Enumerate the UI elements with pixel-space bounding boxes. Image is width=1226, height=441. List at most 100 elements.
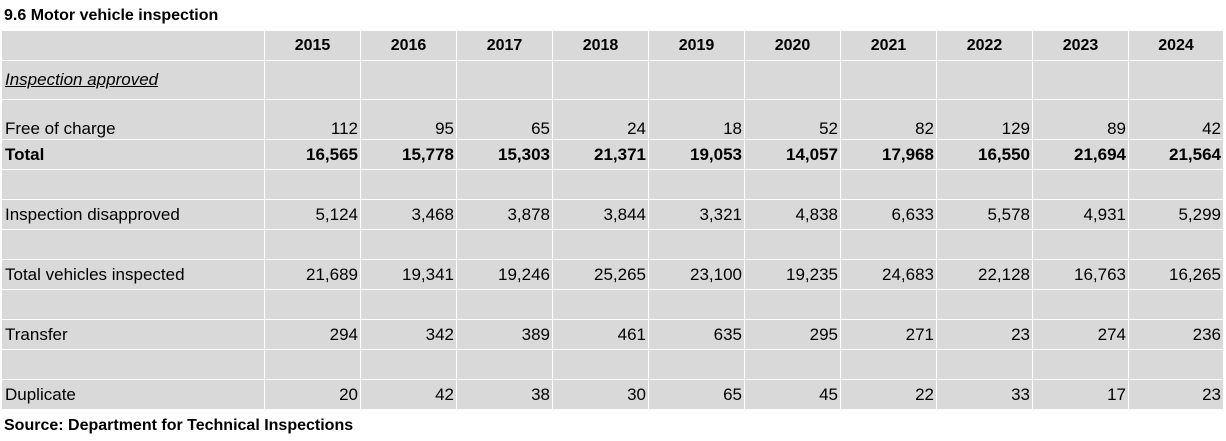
value-cell: 5,578 — [936, 199, 1033, 230]
value-cell: 295 — [744, 319, 841, 350]
row-label: Transfer — [1, 319, 265, 350]
value-cell: 18 — [648, 99, 745, 140]
row-label — [1, 229, 265, 260]
year-header: 2021 — [840, 30, 937, 61]
value-cell: 22 — [840, 379, 937, 410]
value-cell — [456, 229, 553, 260]
value-cell — [552, 169, 649, 200]
value-cell — [1128, 289, 1224, 320]
value-cell: 19,053 — [648, 139, 745, 170]
table-row: Duplicate 20 42 38 30 65 45 22 33 17 23 — [1, 379, 1224, 410]
value-cell: 19,341 — [360, 259, 457, 290]
value-cell: 16,550 — [936, 139, 1033, 170]
value-cell — [552, 289, 649, 320]
value-cell: 3,468 — [360, 199, 457, 230]
value-cell — [1128, 229, 1224, 260]
year-header: 2017 — [456, 30, 553, 61]
value-cell — [456, 289, 553, 320]
value-cell — [360, 229, 457, 260]
spacer-row — [1, 169, 1224, 200]
value-cell: 23,100 — [648, 259, 745, 290]
value-cell — [456, 349, 553, 380]
value-cell: 19,246 — [456, 259, 553, 290]
value-cell: 5,299 — [1128, 199, 1224, 230]
value-cell — [936, 229, 1033, 260]
value-cell — [936, 60, 1033, 100]
value-cell: 65 — [456, 99, 553, 140]
year-header: 2020 — [744, 30, 841, 61]
value-cell — [648, 169, 745, 200]
value-cell: 274 — [1032, 319, 1129, 350]
value-cell — [360, 289, 457, 320]
value-cell: 461 — [552, 319, 649, 350]
row-label: Free of charge — [1, 99, 265, 140]
value-cell: 342 — [360, 319, 457, 350]
value-cell: 236 — [1128, 319, 1224, 350]
value-cell — [648, 349, 745, 380]
table-row: Free of charge 112 95 65 24 18 52 82 129 89 42 — [1, 99, 1224, 140]
value-cell — [840, 289, 937, 320]
value-cell — [456, 169, 553, 200]
value-cell: 23 — [936, 319, 1033, 350]
value-cell — [552, 60, 649, 100]
table-row: Inspection approved — [1, 60, 1224, 100]
value-cell — [840, 169, 937, 200]
value-cell: 21,371 — [552, 139, 649, 170]
value-cell: 16,265 — [1128, 259, 1224, 290]
value-cell: 20 — [264, 379, 361, 410]
table-title: 9.6 Motor vehicle inspection — [4, 7, 219, 24]
value-cell — [1128, 349, 1224, 380]
header-label-cell — [1, 30, 265, 61]
value-cell: 4,931 — [1032, 199, 1129, 230]
value-cell — [264, 169, 361, 200]
value-cell: 22,128 — [936, 259, 1033, 290]
value-cell: 4,838 — [744, 199, 841, 230]
value-cell: 17,968 — [840, 139, 937, 170]
value-cell: 294 — [264, 319, 361, 350]
inspection-table: 2015 2016 2017 2018 2019 2020 2021 2022 2023 2024… — [1, 30, 1224, 410]
value-cell: 389 — [456, 319, 553, 350]
value-cell — [264, 289, 361, 320]
row-label — [1, 289, 265, 320]
value-cell — [744, 349, 841, 380]
table-body: Inspection approved Free of charge 112 95 65… — [1, 60, 1224, 410]
value-cell: 45 — [744, 379, 841, 410]
value-cell — [264, 60, 361, 100]
year-header: 2019 — [648, 30, 745, 61]
row-label — [1, 349, 265, 380]
value-cell — [840, 229, 937, 260]
row-label: Duplicate — [1, 379, 265, 410]
year-header: 2018 — [552, 30, 649, 61]
value-cell: 635 — [648, 319, 745, 350]
value-cell: 25,265 — [552, 259, 649, 290]
value-cell: 23 — [1128, 379, 1224, 410]
value-cell: 15,303 — [456, 139, 553, 170]
value-cell: 21,689 — [264, 259, 361, 290]
value-cell — [552, 349, 649, 380]
value-cell — [936, 349, 1033, 380]
value-cell: 16,763 — [1032, 259, 1129, 290]
value-cell: 24,683 — [840, 259, 937, 290]
value-cell: 21,564 — [1128, 139, 1224, 170]
value-cell — [648, 60, 745, 100]
value-cell — [936, 289, 1033, 320]
year-header: 2015 — [264, 30, 361, 61]
value-cell — [1128, 169, 1224, 200]
value-cell — [744, 289, 841, 320]
value-cell: 15,778 — [360, 139, 457, 170]
value-cell — [840, 60, 937, 100]
value-cell: 112 — [264, 99, 361, 140]
value-cell: 65 — [648, 379, 745, 410]
value-cell: 95 — [360, 99, 457, 140]
value-cell: 82 — [840, 99, 937, 140]
value-cell: 42 — [360, 379, 457, 410]
row-label: Inspection approved — [1, 60, 265, 100]
value-cell: 33 — [936, 379, 1033, 410]
value-cell — [1032, 229, 1129, 260]
spacer-row — [1, 289, 1224, 320]
value-cell: 271 — [840, 319, 937, 350]
header-row: 2015 2016 2017 2018 2019 2020 2021 2022 2023 2024 — [1, 30, 1224, 61]
value-cell: 89 — [1032, 99, 1129, 140]
value-cell: 3,878 — [456, 199, 553, 230]
value-cell: 16,565 — [264, 139, 361, 170]
